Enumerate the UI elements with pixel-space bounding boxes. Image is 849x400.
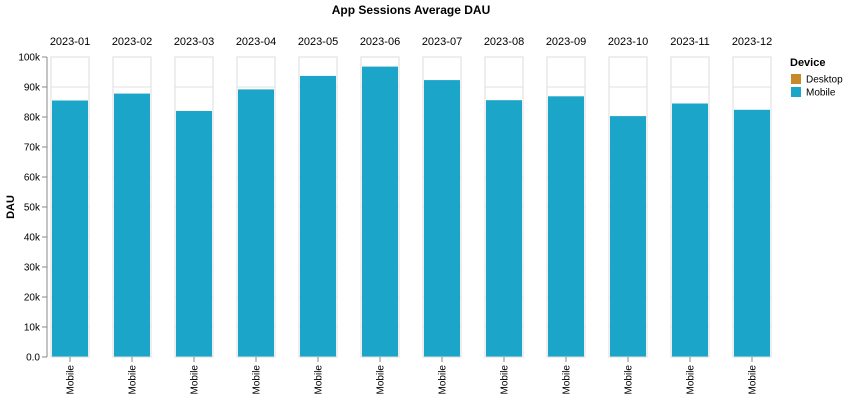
facet-panel: 2023-06 Mobile: [360, 36, 400, 394]
bar: [52, 100, 88, 357]
bar: [424, 80, 460, 357]
x-tick-label: Mobile: [500, 365, 511, 395]
legend-label: Mobile: [806, 88, 836, 99]
facet-panel: 2023-04 Mobile: [236, 36, 276, 394]
facet-panel: 2023-03 Mobile: [174, 36, 214, 394]
facet-header: 2023-09: [546, 36, 586, 48]
bar: [300, 75, 336, 358]
x-tick-label: Mobile: [624, 365, 635, 395]
bar: [486, 100, 522, 357]
facet-header: 2023-01: [50, 36, 90, 48]
facet-header: 2023-02: [112, 36, 152, 48]
x-tick-label: Mobile: [66, 365, 77, 395]
facet-header: 2023-04: [236, 36, 276, 48]
y-tick-label: 90k: [24, 83, 41, 94]
x-tick-label: Mobile: [748, 365, 759, 395]
facet-panel: 2023-09 Mobile: [546, 36, 586, 394]
bar: [672, 103, 708, 357]
legend-swatch: [791, 87, 801, 97]
bar: [548, 96, 584, 358]
facet-header: 2023-07: [422, 36, 462, 48]
facet-panel: 2023-11 Mobile: [670, 36, 710, 394]
facet-panels: 2023-01Mobile2023-02Mobile2023-03Mobile2…: [50, 36, 772, 394]
y-tick-label: 30k: [24, 263, 41, 274]
y-axis: 0.0 10k 20k 30k 40k 50k 60k 70k 80k 90k 100k: [18, 53, 48, 364]
bar: [610, 116, 646, 357]
facet-header: 2023-03: [174, 36, 214, 48]
x-tick-label: Mobile: [314, 365, 325, 395]
facet-panel: 2023-08 Mobile: [484, 36, 524, 394]
bar: [734, 109, 770, 357]
y-tick-label: 80k: [24, 113, 41, 124]
y-tick-label: 40k: [24, 233, 41, 244]
y-tick-label: 50k: [24, 203, 41, 214]
y-tick-label: 0.0: [26, 353, 40, 364]
legend-title: Device: [790, 57, 825, 69]
bar: [238, 89, 274, 358]
legend-swatch: [791, 74, 801, 84]
facet-header: 2023-10: [608, 36, 648, 48]
facet-panel: 2023-07 Mobile: [422, 36, 462, 394]
facet-panel: 2023-02 Mobile: [112, 36, 152, 394]
facet-header: 2023-11: [670, 36, 710, 48]
bar: [176, 111, 212, 357]
x-tick-label: Mobile: [686, 365, 697, 395]
bar: [362, 66, 398, 357]
facet-header: 2023-06: [360, 36, 400, 48]
legend-label: Desktop: [806, 75, 843, 86]
x-tick-label: Mobile: [190, 365, 201, 395]
y-tick-label: 100k: [18, 53, 41, 64]
facet-panel: 2023-10 Mobile: [608, 36, 648, 394]
x-tick-label: Mobile: [438, 365, 449, 395]
x-tick-label: Mobile: [376, 365, 387, 395]
facet-panel: 2023-01 Mobile: [50, 36, 90, 394]
y-tick-label: 20k: [24, 293, 41, 304]
x-tick-label: Mobile: [252, 365, 263, 395]
chart-title: App Sessions Average DAU: [332, 3, 491, 17]
facet-header: 2023-05: [298, 36, 338, 48]
x-tick-label: Mobile: [128, 365, 139, 395]
legend: Device Desktop Mobile: [790, 57, 843, 99]
facet-header: 2023-08: [484, 36, 524, 48]
y-tick-label: 10k: [24, 323, 41, 334]
facet-panel: 2023-12 Mobile: [732, 36, 772, 394]
facet-panel: 2023-05 Mobile: [298, 36, 338, 394]
facet-header: 2023-12: [732, 36, 772, 48]
y-axis-title: DAU: [5, 195, 17, 219]
legend-items: Desktop Mobile: [791, 74, 843, 99]
y-tick-label: 70k: [24, 143, 41, 154]
bar: [114, 93, 150, 357]
y-tick-label: 60k: [24, 173, 41, 184]
x-tick-label: Mobile: [562, 365, 573, 395]
